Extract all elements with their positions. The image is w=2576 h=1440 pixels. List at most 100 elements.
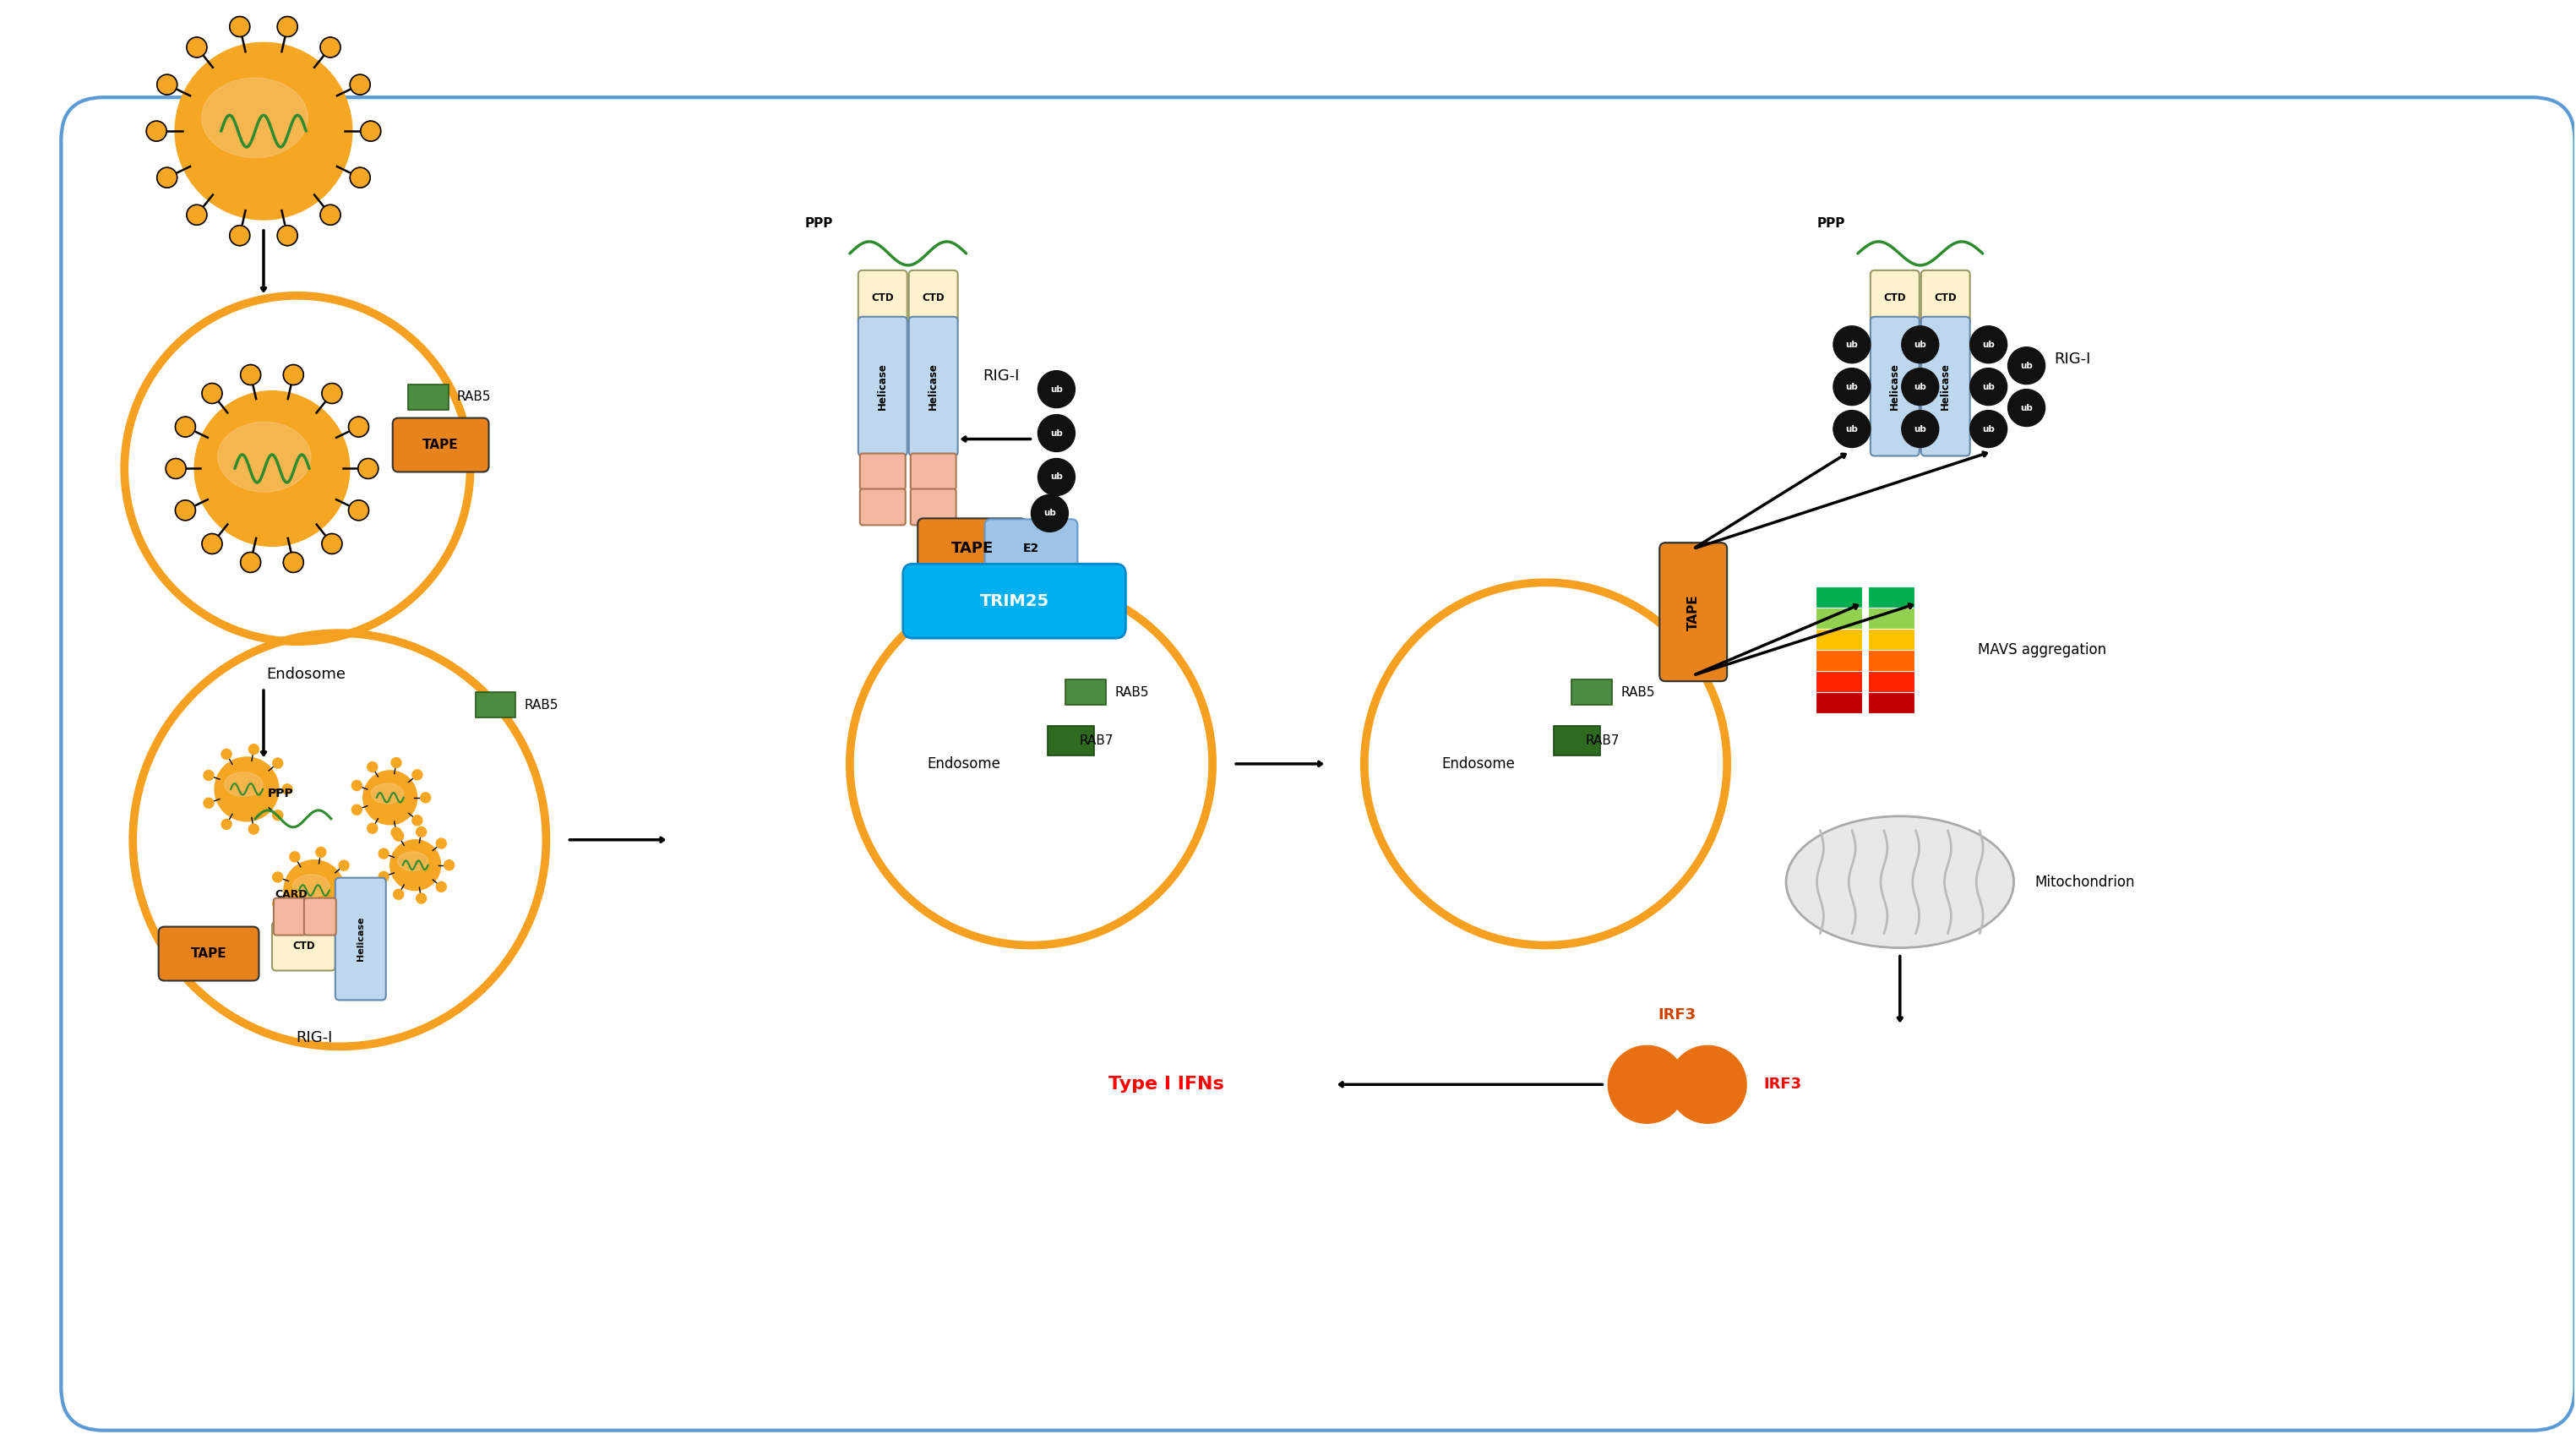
- Text: Endosome: Endosome: [265, 667, 345, 683]
- Text: ub: ub: [1984, 383, 1994, 392]
- Text: ub: ub: [2020, 361, 2032, 370]
- Circle shape: [417, 827, 428, 837]
- Ellipse shape: [219, 422, 312, 492]
- Text: CTD: CTD: [1935, 292, 1958, 304]
- Bar: [1868, 693, 1914, 713]
- Circle shape: [175, 416, 196, 436]
- Circle shape: [1971, 369, 2007, 405]
- Text: Helicase: Helicase: [878, 363, 889, 410]
- Circle shape: [361, 121, 381, 141]
- FancyBboxPatch shape: [392, 418, 489, 472]
- Circle shape: [358, 458, 379, 478]
- Text: IRF3: IRF3: [1765, 1077, 1801, 1092]
- Bar: [1816, 608, 1862, 629]
- Circle shape: [348, 500, 368, 520]
- Circle shape: [435, 881, 446, 891]
- FancyBboxPatch shape: [62, 98, 2576, 1430]
- Circle shape: [193, 390, 350, 546]
- Circle shape: [278, 16, 299, 37]
- Circle shape: [350, 167, 371, 187]
- Circle shape: [157, 75, 178, 95]
- FancyBboxPatch shape: [858, 317, 907, 456]
- Text: CTD: CTD: [294, 940, 314, 952]
- Ellipse shape: [371, 783, 404, 804]
- Text: RIG-I: RIG-I: [984, 369, 1020, 383]
- Circle shape: [317, 847, 327, 857]
- Circle shape: [240, 364, 260, 384]
- FancyBboxPatch shape: [1922, 271, 1971, 325]
- Circle shape: [348, 886, 358, 896]
- Circle shape: [240, 552, 260, 573]
- Bar: [1868, 671, 1914, 693]
- Circle shape: [273, 811, 283, 821]
- Circle shape: [417, 893, 428, 903]
- Text: ub: ub: [1914, 340, 1927, 348]
- Circle shape: [435, 838, 446, 848]
- Circle shape: [363, 770, 417, 825]
- FancyBboxPatch shape: [917, 518, 1025, 579]
- Circle shape: [283, 364, 304, 384]
- Circle shape: [250, 824, 258, 834]
- FancyBboxPatch shape: [304, 899, 335, 935]
- Circle shape: [392, 757, 402, 768]
- Circle shape: [283, 552, 304, 573]
- Text: RIG-I: RIG-I: [2053, 351, 2092, 367]
- Bar: [1816, 671, 1862, 693]
- FancyBboxPatch shape: [273, 922, 335, 971]
- Circle shape: [278, 226, 299, 246]
- Circle shape: [348, 416, 368, 436]
- Circle shape: [222, 749, 232, 759]
- Text: TAPE: TAPE: [1687, 593, 1700, 631]
- Circle shape: [229, 226, 250, 246]
- Circle shape: [1834, 325, 1870, 363]
- Bar: [1816, 586, 1862, 608]
- Circle shape: [2007, 347, 2045, 384]
- Text: Mitochondrion: Mitochondrion: [2035, 874, 2136, 890]
- Circle shape: [2007, 389, 2045, 426]
- Ellipse shape: [1785, 816, 2014, 948]
- Circle shape: [204, 770, 214, 780]
- Bar: [1571, 680, 1613, 704]
- Circle shape: [1669, 1045, 1747, 1123]
- Text: ub: ub: [1844, 425, 1857, 433]
- Bar: [1868, 629, 1914, 649]
- Circle shape: [1607, 1045, 1685, 1123]
- Ellipse shape: [224, 772, 263, 796]
- Text: CTD: CTD: [922, 292, 945, 304]
- FancyBboxPatch shape: [1659, 543, 1726, 681]
- Text: RAB7: RAB7: [1079, 734, 1113, 747]
- Circle shape: [147, 121, 167, 141]
- Text: ub: ub: [1844, 340, 1857, 348]
- Text: PPP: PPP: [1816, 217, 1844, 230]
- Circle shape: [368, 762, 379, 772]
- FancyBboxPatch shape: [904, 564, 1126, 638]
- Text: RAB5: RAB5: [1620, 685, 1654, 698]
- Circle shape: [322, 534, 343, 554]
- Text: TAPE: TAPE: [191, 948, 227, 960]
- Circle shape: [289, 919, 299, 929]
- Ellipse shape: [294, 874, 330, 897]
- Circle shape: [353, 805, 361, 815]
- Text: Helicase: Helicase: [1940, 363, 1950, 410]
- Circle shape: [250, 744, 258, 755]
- Circle shape: [1901, 369, 1940, 405]
- Text: ub: ub: [1051, 472, 1064, 481]
- FancyBboxPatch shape: [160, 927, 260, 981]
- FancyBboxPatch shape: [909, 454, 956, 490]
- Bar: [477, 693, 515, 717]
- Text: TRIM25: TRIM25: [979, 593, 1048, 609]
- Circle shape: [1971, 325, 2007, 363]
- Bar: [1816, 629, 1862, 649]
- Text: ub: ub: [1051, 429, 1064, 438]
- Ellipse shape: [397, 852, 428, 871]
- Circle shape: [350, 75, 371, 95]
- Circle shape: [319, 37, 340, 58]
- Text: TAPE: TAPE: [422, 439, 459, 451]
- Circle shape: [379, 848, 389, 858]
- Text: Endosome: Endosome: [1443, 756, 1515, 772]
- Bar: [1868, 586, 1914, 608]
- Circle shape: [412, 770, 422, 780]
- Text: PPP: PPP: [268, 788, 294, 799]
- Text: RAB5: RAB5: [1115, 685, 1149, 698]
- Circle shape: [214, 757, 278, 821]
